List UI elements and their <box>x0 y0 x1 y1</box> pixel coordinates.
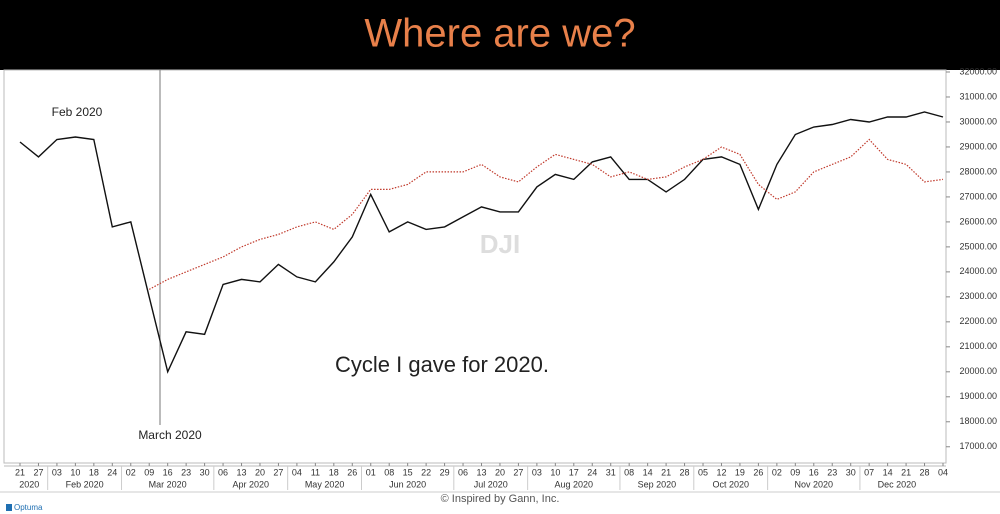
x-tick-label: 17 <box>569 467 579 477</box>
x-tick-label: 04 <box>938 467 948 477</box>
x-tick-label: 19 <box>735 467 745 477</box>
y-tick-label: 19000.00 <box>959 391 997 401</box>
annotation: March 2020 <box>138 428 202 442</box>
x-tick-label: 31 <box>606 467 616 477</box>
x-tick-label: 27 <box>513 467 523 477</box>
x-tick-label: 21 <box>901 467 911 477</box>
x-tick-label: 24 <box>587 467 597 477</box>
x-tick-label: 07 <box>864 467 874 477</box>
x-tick-label: 10 <box>70 467 80 477</box>
brand-icon <box>6 504 12 511</box>
x-tick-label: 18 <box>329 467 339 477</box>
y-tick-label: 25000.00 <box>959 241 997 251</box>
x-tick-label: 28 <box>920 467 930 477</box>
x-tick-label: 03 <box>532 467 542 477</box>
month-label: Apr 2020 <box>232 479 269 489</box>
x-tick-label: 08 <box>384 467 394 477</box>
y-tick-label: 29000.00 <box>959 141 997 151</box>
x-tick-label: 27 <box>33 467 43 477</box>
x-tick-label: 16 <box>163 467 173 477</box>
x-tick-label: 01 <box>366 467 376 477</box>
month-label: May 2020 <box>305 479 345 489</box>
y-tick-label: 23000.00 <box>959 291 997 301</box>
month-label: Jun 2020 <box>389 479 426 489</box>
month-label: Oct 2020 <box>712 479 749 489</box>
x-tick-label: 06 <box>458 467 468 477</box>
x-tick-label: 03 <box>52 467 62 477</box>
x-tick-label: 29 <box>440 467 450 477</box>
x-tick-label: 24 <box>107 467 117 477</box>
x-tick-label: 09 <box>790 467 800 477</box>
month-label: Sep 2020 <box>638 479 677 489</box>
x-tick-label: 06 <box>218 467 228 477</box>
cycle-line <box>148 138 944 290</box>
x-tick-label: 23 <box>827 467 837 477</box>
footer: © Inspired by Gann, Inc. <box>441 493 560 505</box>
x-tick-label: 20 <box>255 467 265 477</box>
x-tick-label: 05 <box>698 467 708 477</box>
x-tick-label: 11 <box>311 467 320 477</box>
x-tick-label: 26 <box>753 467 763 477</box>
x-tick-label: 14 <box>883 467 893 477</box>
annotation: Cycle I gave for 2020. <box>335 352 549 377</box>
y-tick-label: 20000.00 <box>959 366 997 376</box>
x-tick-label: 20 <box>495 467 505 477</box>
x-tick-label: 22 <box>421 467 431 477</box>
x-tick-label: 18 <box>89 467 99 477</box>
price-line <box>19 111 944 374</box>
y-tick-label: 17000.00 <box>959 441 997 451</box>
y-tick-label: 24000.00 <box>959 266 997 276</box>
y-tick-label: 22000.00 <box>959 316 997 326</box>
plot-frame <box>3 69 947 464</box>
month-label: Mar 2020 <box>149 479 187 489</box>
y-tick-label: 28000.00 <box>959 166 997 176</box>
x-tick-label: 16 <box>809 467 819 477</box>
chart-title: Where are we? <box>364 12 635 56</box>
x-tick-label: 23 <box>181 467 191 477</box>
x-tick-label: 26 <box>347 467 357 477</box>
month-label: Dec 2020 <box>878 479 917 489</box>
month-label: Jul 2020 <box>474 479 508 489</box>
x-tick-label: 08 <box>624 467 634 477</box>
x-tick-label: 13 <box>476 467 486 477</box>
month-label: Feb 2020 <box>66 479 104 489</box>
y-tick-label: 30000.00 <box>959 116 997 126</box>
month-label: 2020 <box>19 479 39 489</box>
y-tick-label: 31000.00 <box>959 91 997 101</box>
y-tick-label: 32000.00 <box>959 66 997 76</box>
x-tick-label: 15 <box>403 467 413 477</box>
x-tick-label: 30 <box>200 467 210 477</box>
x-tick-label: 02 <box>126 467 136 477</box>
y-tick-label: 21000.00 <box>959 341 997 351</box>
brand: Optuma <box>14 503 43 512</box>
watermark: DJI <box>480 229 520 259</box>
annotation: Feb 2020 <box>52 105 103 119</box>
x-tick-label: 13 <box>237 467 247 477</box>
y-tick-label: 27000.00 <box>959 191 997 201</box>
x-tick-label: 30 <box>846 467 856 477</box>
y-tick-label: 26000.00 <box>959 216 997 226</box>
x-tick-label: 28 <box>680 467 690 477</box>
title-bar <box>0 0 1000 70</box>
x-tick-label: 04 <box>292 467 302 477</box>
y-tick-label: 18000.00 <box>959 416 997 426</box>
month-label: Aug 2020 <box>555 479 594 489</box>
x-tick-label: 21 <box>15 467 25 477</box>
x-tick-label: 09 <box>144 467 154 477</box>
x-tick-label: 27 <box>273 467 283 477</box>
x-tick-label: 12 <box>716 467 726 477</box>
x-tick-label: 14 <box>643 467 653 477</box>
x-tick-label: 21 <box>661 467 671 477</box>
x-tick-label: 02 <box>772 467 782 477</box>
x-tick-label: 10 <box>550 467 560 477</box>
month-label: Nov 2020 <box>795 479 834 489</box>
